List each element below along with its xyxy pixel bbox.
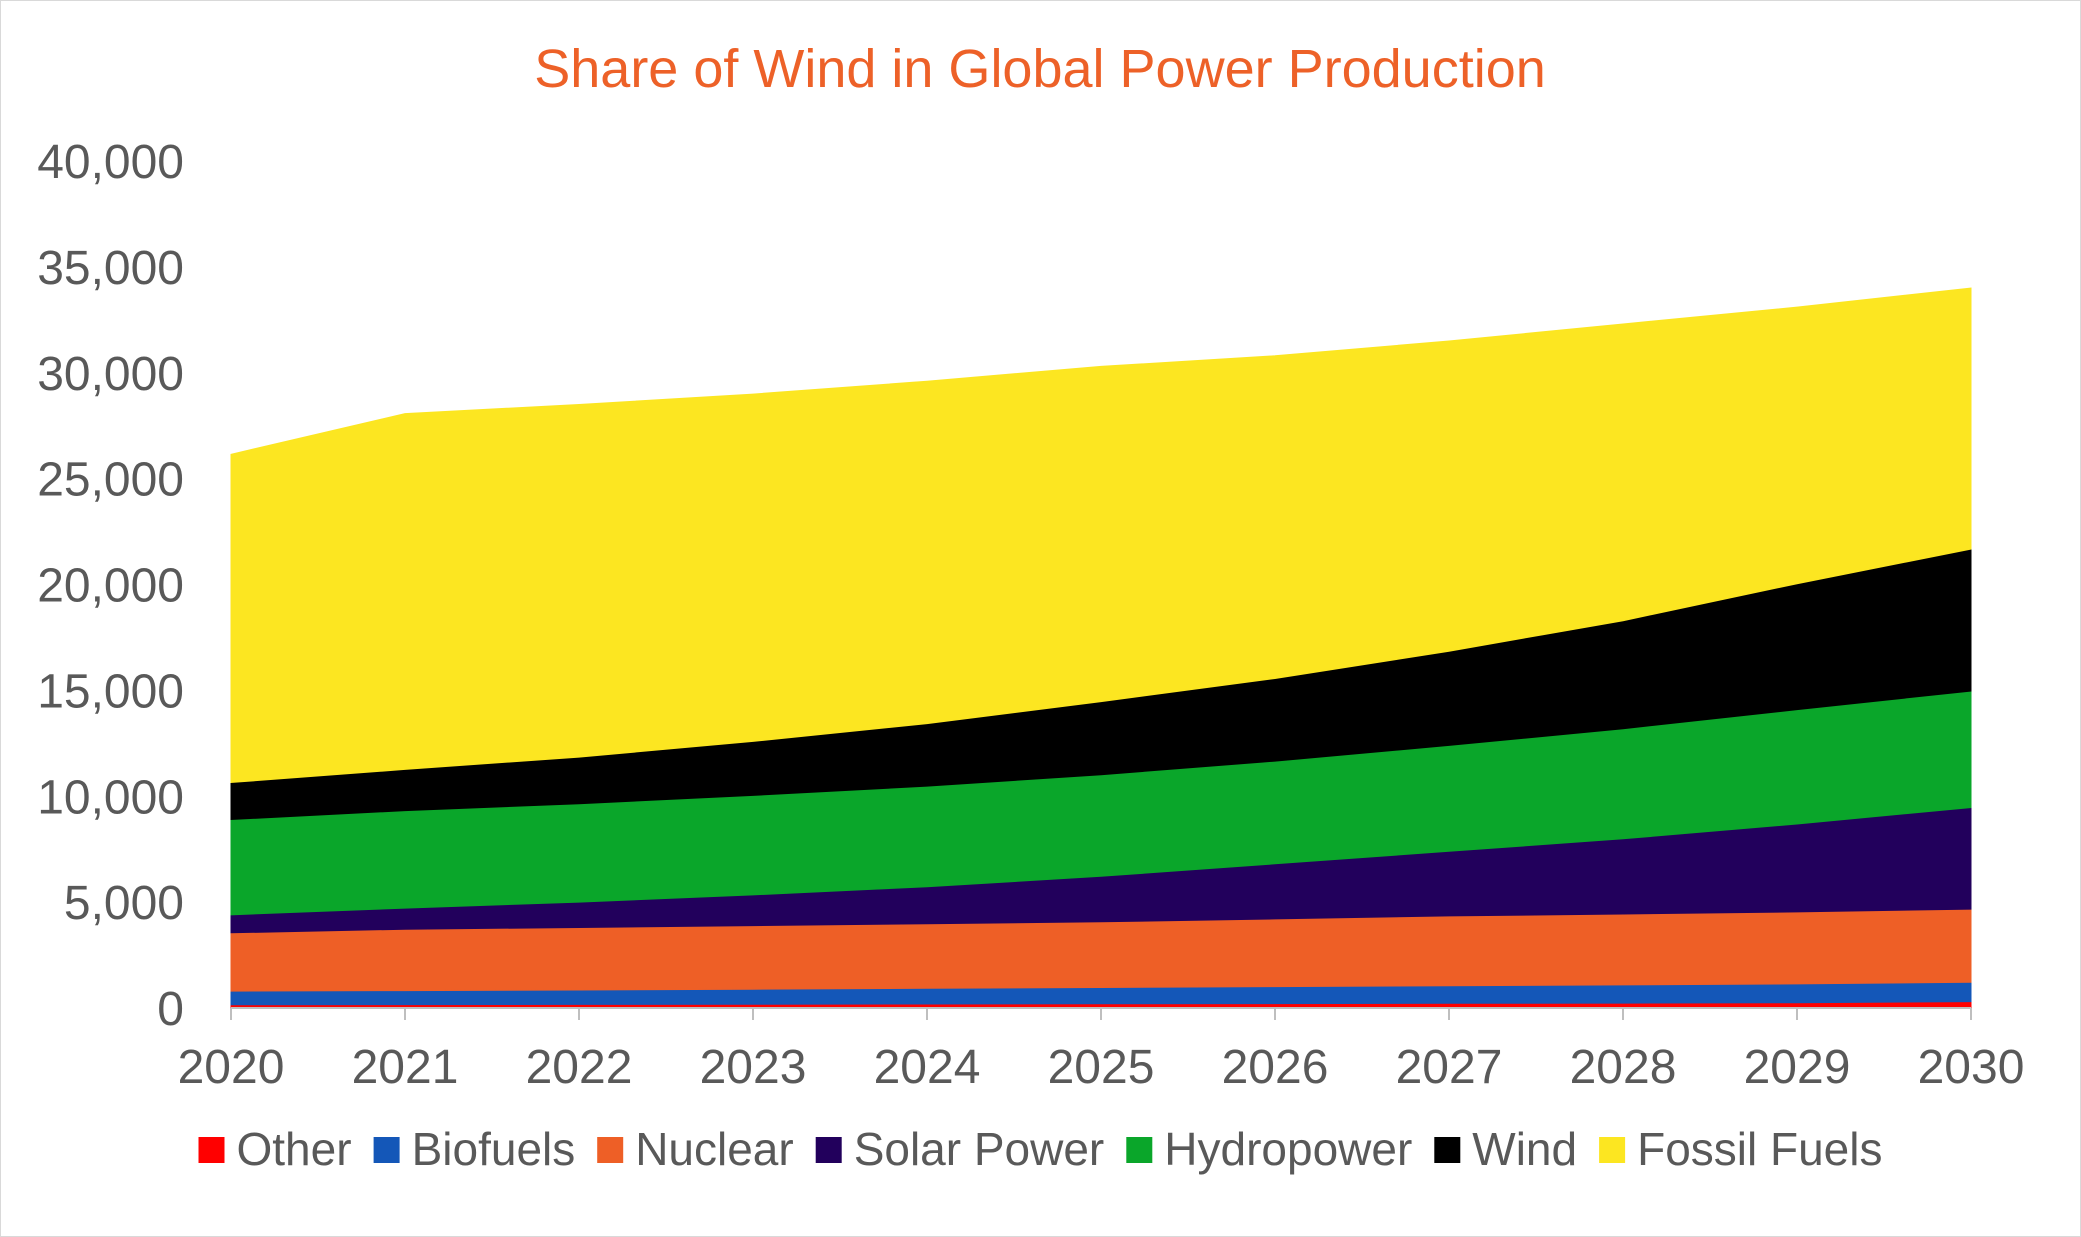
legend-item-other: Other [198,1123,352,1175]
y-tick-label: 20,000 [37,560,184,613]
legend-swatch [597,1137,624,1163]
legend-item-biofuels: Biofuels [373,1123,576,1175]
legend-item-nuclear: Nuclear [597,1123,794,1175]
legend-label: Other [237,1123,352,1175]
legend-label: Hydropower [1164,1123,1412,1175]
legend-item-hydropower: Hydropower [1126,1123,1412,1175]
legend-label: Fossil Fuels [1637,1123,1882,1175]
y-tick-label: 5,000 [64,877,184,930]
legend-item-solar-power: Solar Power [815,1123,1105,1175]
legend-item-wind: Wind [1434,1123,1577,1175]
legend-swatch [1126,1137,1153,1163]
areas-layer [230,287,1972,1009]
area-fossil-fuels [230,287,1972,784]
x-tick-label: 2027 [1396,1041,1503,1094]
x-tick-label: 2020 [178,1041,285,1094]
legend-label: Wind [1472,1123,1577,1175]
x-tick-label: 2023 [700,1041,807,1094]
x-tick-label: 2029 [1744,1041,1851,1094]
y-tick-label: 10,000 [37,771,184,824]
legend-swatch [1434,1137,1461,1163]
y-tick-label: 35,000 [37,242,184,295]
legend-label: Solar Power [854,1123,1105,1175]
x-tick-label: 2030 [1918,1041,2025,1094]
x-tick-label: 2026 [1222,1041,1329,1094]
legend: Other Biofuels Nuclear Solar Power Hydropowe… [198,1123,1882,1175]
legend-swatch [198,1137,225,1163]
x-tick-label: 2028 [1570,1041,1677,1094]
y-tick-label: 15,000 [37,665,184,718]
legend-swatch [815,1137,842,1163]
x-tick-label: 2021 [352,1041,459,1094]
x-axis: 2020 2021 2022 2023 2024 2025 2026 2027 2028 2029… [178,1007,2025,1094]
legend-swatch [1599,1137,1626,1163]
x-tick-label: 2025 [1048,1041,1155,1094]
x-tick-label: 2024 [874,1041,981,1094]
legend-label: Biofuels [412,1123,576,1175]
legend-item-fossil-fuels: Fossil Fuels [1599,1123,1882,1175]
y-tick-label: 25,000 [37,454,184,507]
chart-title: Share of Wind in Global Power Production [534,39,1546,99]
x-tick-label: 2022 [526,1041,633,1094]
y-tick-label: 30,000 [37,348,184,401]
y-tick-label: 0 [157,983,184,1036]
y-axis: 0 5,000 10,000 15,000 20,000 25,000 30,000 35,0… [37,136,184,1036]
legend-label: Nuclear [635,1123,794,1175]
y-tick-label: 40,000 [37,136,184,189]
legend-swatch [373,1137,400,1163]
